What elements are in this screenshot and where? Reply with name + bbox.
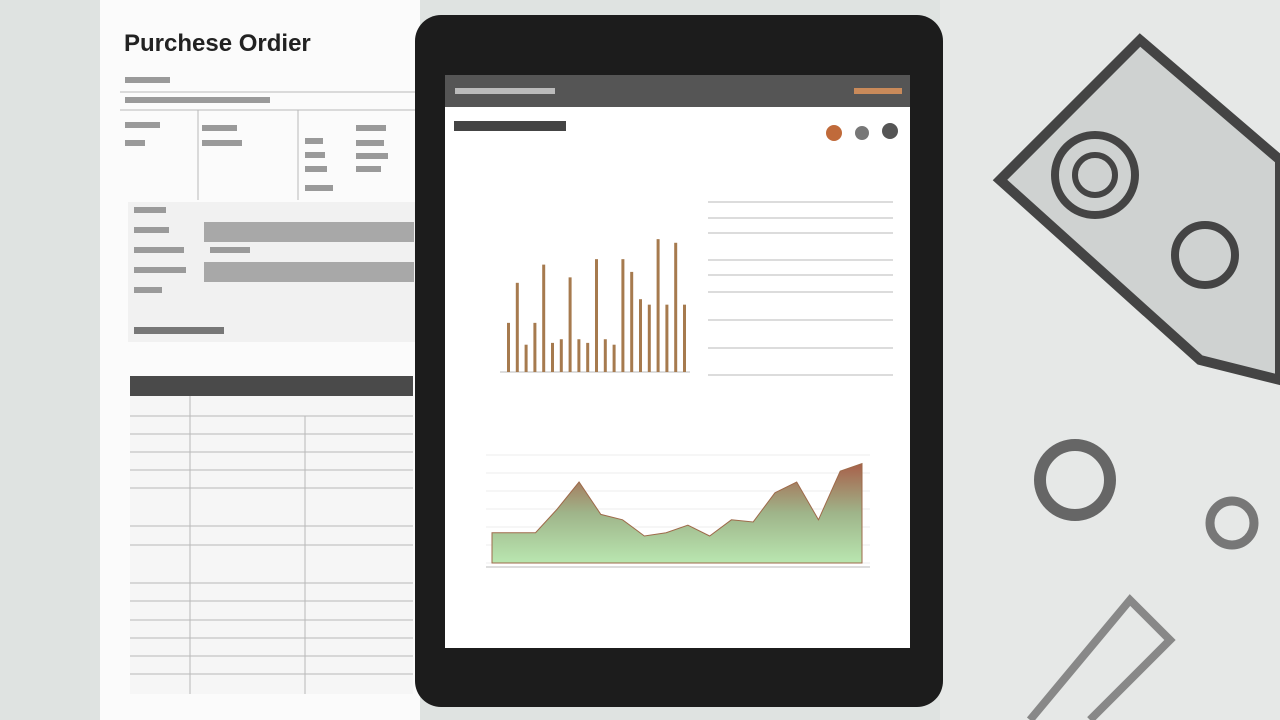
bar xyxy=(674,242,678,372)
bar xyxy=(639,299,642,372)
bar xyxy=(586,342,590,372)
bar xyxy=(621,259,625,372)
bar xyxy=(656,239,660,372)
icon[interactable] xyxy=(826,125,842,141)
bar xyxy=(542,264,546,372)
bar xyxy=(595,259,598,372)
bar xyxy=(612,344,616,372)
bar xyxy=(568,277,572,372)
bar xyxy=(647,304,651,372)
bar xyxy=(559,339,563,372)
paper-form xyxy=(120,77,415,694)
bar xyxy=(630,271,634,372)
icon[interactable] xyxy=(855,126,869,140)
header-placeholder xyxy=(455,88,555,94)
header-placeholder xyxy=(854,88,902,94)
bar xyxy=(603,339,607,372)
bar xyxy=(533,322,537,372)
bar xyxy=(507,322,510,372)
bar xyxy=(524,344,528,372)
document-title: Purchese Ordier xyxy=(124,30,311,57)
icon[interactable] xyxy=(882,123,898,139)
bar xyxy=(683,304,686,372)
side-list xyxy=(708,201,893,376)
plots xyxy=(486,239,870,568)
bar xyxy=(577,339,581,372)
tools xyxy=(992,33,1280,720)
area xyxy=(491,462,863,564)
bar xyxy=(515,282,519,372)
screen-heading-placeholder xyxy=(454,121,566,131)
bar xyxy=(551,342,554,372)
bar xyxy=(665,304,669,372)
